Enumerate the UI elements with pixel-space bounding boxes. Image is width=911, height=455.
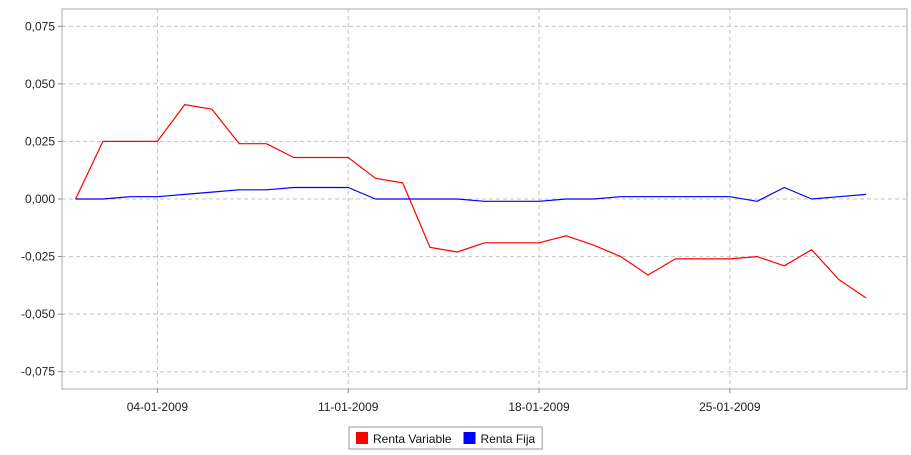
legend-swatch-renta-variable bbox=[356, 432, 368, 444]
y-tick-label: -0,075 bbox=[21, 365, 55, 379]
grid-lines bbox=[62, 9, 907, 389]
y-tick-label: 0,050 bbox=[25, 77, 55, 91]
series-line-renta-fija bbox=[75, 186, 867, 202]
x-tick-label: 18-01-2009 bbox=[508, 400, 570, 414]
y-tick-label: 0,025 bbox=[25, 134, 55, 148]
legend: Renta Variable Renta Fija bbox=[348, 426, 543, 450]
y-tick-label: -0,025 bbox=[21, 250, 55, 264]
legend-label-renta-fija: Renta Fija bbox=[481, 432, 536, 446]
legend-swatch-renta-fija bbox=[463, 432, 476, 444]
series-lines bbox=[75, 103, 867, 299]
x-tick-label: 25-01-2009 bbox=[699, 400, 761, 414]
y-tick-label: 0,075 bbox=[25, 19, 55, 33]
legend-box bbox=[348, 426, 543, 450]
x-axis: 04-01-2009 11-01-2009 18-01-2009 25-01-2009 bbox=[127, 389, 761, 414]
y-tick-label: 0,000 bbox=[25, 192, 55, 206]
legend-label-renta-variable: Renta Variable bbox=[373, 432, 452, 446]
x-tick-label: 11-01-2009 bbox=[318, 400, 379, 414]
x-tick-label: 04-01-2009 bbox=[127, 400, 189, 414]
y-axis: -0,075 -0,050 -0,025 0,000 0,025 0,050 0,075 bbox=[21, 19, 62, 379]
y-tick-label: -0,050 bbox=[21, 307, 55, 321]
series-line-renta-variable bbox=[75, 103, 867, 299]
